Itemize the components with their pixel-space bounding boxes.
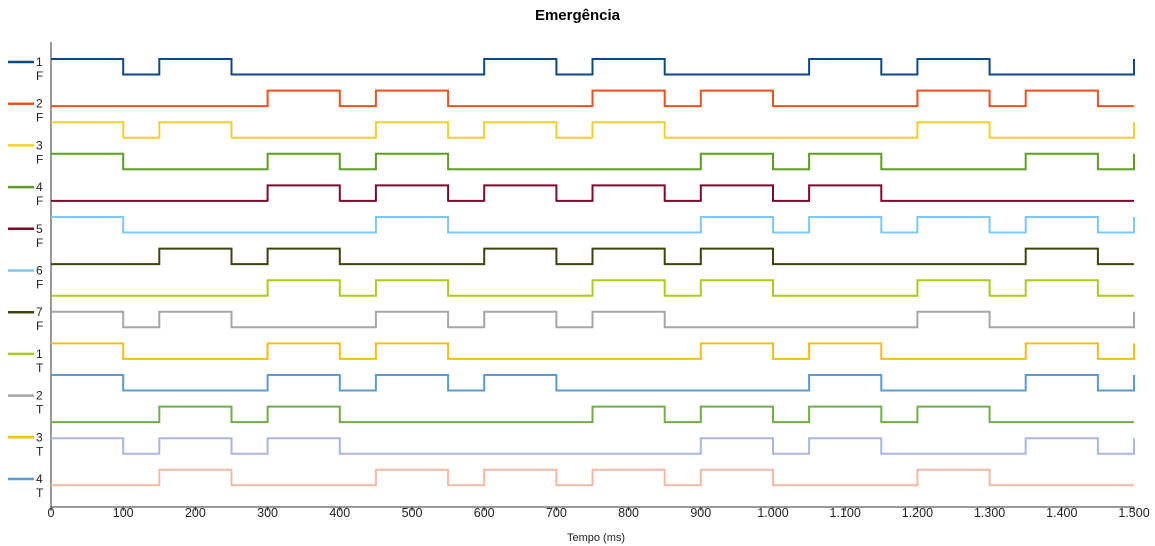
x-tick-label: 900 [690, 506, 711, 520]
legend-item: 2F [8, 97, 43, 125]
legend-sublabel: F [36, 69, 43, 83]
legend-item: 5F [8, 222, 43, 250]
legend-label: 6 [36, 264, 43, 278]
signal-trace-1 [51, 58, 1135, 76]
signal-trace-6 [51, 216, 1135, 234]
signal-trace-12 [51, 405, 1134, 424]
x-tick-label: 1.400 [1046, 506, 1077, 520]
legend-label: 2 [36, 389, 43, 403]
legend-item: 6F [8, 264, 43, 292]
legend-label: 1 [36, 347, 43, 361]
signal-trace-4 [51, 152, 1135, 171]
x-tick-label: 1.000 [757, 506, 788, 520]
legend-item: 7F [8, 305, 43, 333]
signal-trace-5 [51, 184, 1134, 202]
x-tick-label: 1.500 [1118, 506, 1149, 520]
legend-label: 4 [36, 180, 43, 194]
legend-sublabel: F [36, 194, 43, 208]
signal-trace-8 [51, 279, 1134, 297]
legend-sublabel: T [36, 486, 44, 500]
x-tick-label: 500 [402, 506, 423, 520]
legend-item: 3F [8, 138, 43, 166]
legend-label: 2 [36, 97, 43, 111]
x-tick-label: 300 [257, 506, 278, 520]
legend-item: 3T [8, 430, 44, 458]
legend-sublabel: F [36, 319, 43, 333]
signal-trace-2 [51, 89, 1134, 108]
signal-trace-10 [51, 342, 1135, 360]
x-tick-label: 400 [329, 506, 350, 520]
legend-label: 5 [36, 222, 43, 236]
legend-sublabel: F [36, 152, 43, 166]
legend-item: 4F [8, 180, 43, 208]
signal-trace-7 [51, 247, 1134, 266]
x-tick-label: 1.200 [902, 506, 933, 520]
legend-sublabel: F [36, 111, 43, 125]
x-tick-label: 200 [185, 506, 206, 520]
x-tick-label: 0 [48, 506, 55, 520]
legend-sublabel: T [36, 361, 44, 375]
signal-trace-9 [51, 310, 1135, 329]
signal-trace-3 [51, 121, 1135, 139]
x-tick-label: 800 [618, 506, 639, 520]
legend-item: 1T [8, 347, 44, 375]
signal-trace-14 [51, 468, 1134, 487]
legend-item: 1F [8, 55, 43, 83]
x-tick-label: 1.300 [974, 506, 1005, 520]
legend-sublabel: F [36, 236, 43, 250]
legend-item: 4T [8, 472, 44, 500]
axes: 0 100 200 300 400 500 600 700 800 900 1.000 1.100 1.… [48, 42, 1150, 520]
x-tick-label: 700 [546, 506, 567, 520]
chart-title: Emergência [534, 7, 621, 24]
legend-item: 2T [8, 389, 44, 417]
legend-label: 4 [36, 472, 43, 486]
legend-label: 7 [36, 305, 43, 319]
signal-traces [51, 58, 1135, 487]
legend-sublabel: T [36, 444, 44, 458]
legend-label: 1 [36, 55, 43, 69]
legend-sublabel: T [36, 403, 44, 417]
legend-label: 3 [36, 430, 43, 444]
legend-sublabel: F [36, 278, 43, 292]
signal-trace-13 [51, 437, 1135, 455]
signal-trace-11 [51, 374, 1135, 392]
x-tick-label: 100 [113, 506, 134, 520]
x-tick-label: 1.100 [830, 506, 861, 520]
legend-label: 3 [36, 138, 43, 152]
x-tick-label: 600 [474, 506, 495, 520]
x-axis-title: Tempo (ms) [567, 532, 625, 544]
